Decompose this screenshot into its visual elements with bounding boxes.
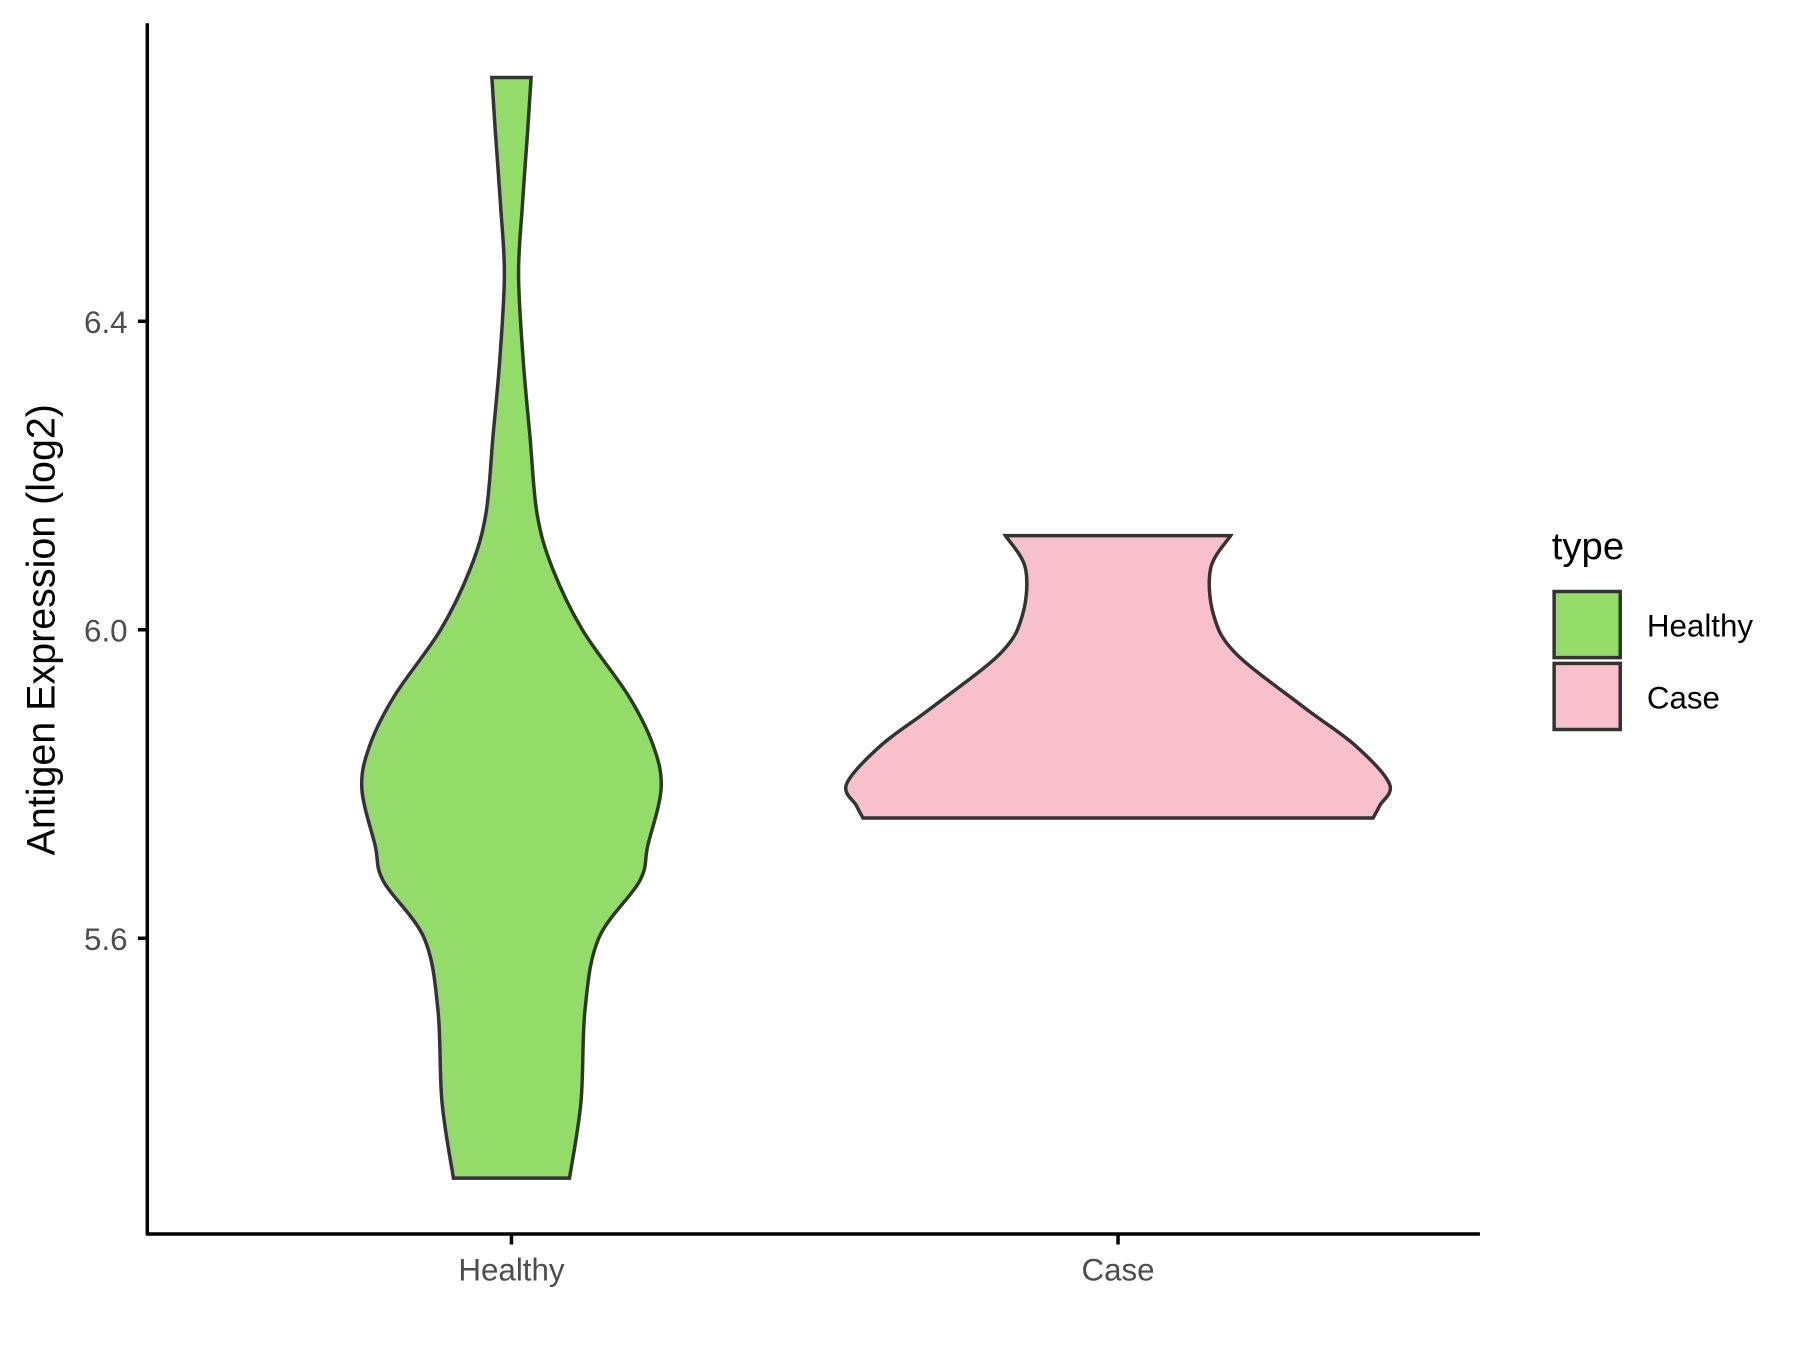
legend-title: type — [1552, 525, 1624, 568]
legend-label: Case — [1647, 681, 1720, 716]
violin-case — [843, 533, 1393, 820]
y-axis-label: Antigen Expression (log2) — [20, 404, 64, 855]
y-tick-label: 6.4 — [84, 305, 128, 340]
x-ticks: Healthy Case — [458, 1234, 1155, 1287]
violins — [359, 75, 1393, 1180]
y-tick-label: 6.0 — [84, 613, 128, 648]
y-tick-label: 5.6 — [84, 922, 128, 957]
legend: Healthy Case — [1552, 589, 1753, 732]
y-ticks: 5.6 6.0 6.4 — [84, 305, 148, 957]
legend-key-healthy — [1552, 589, 1622, 660]
legend-label: Healthy — [1647, 609, 1753, 644]
x-tick-label: Healthy — [458, 1252, 564, 1287]
x-tick-label: Case — [1082, 1252, 1155, 1287]
violin-healthy — [359, 75, 663, 1180]
legend-key-case — [1552, 661, 1622, 732]
